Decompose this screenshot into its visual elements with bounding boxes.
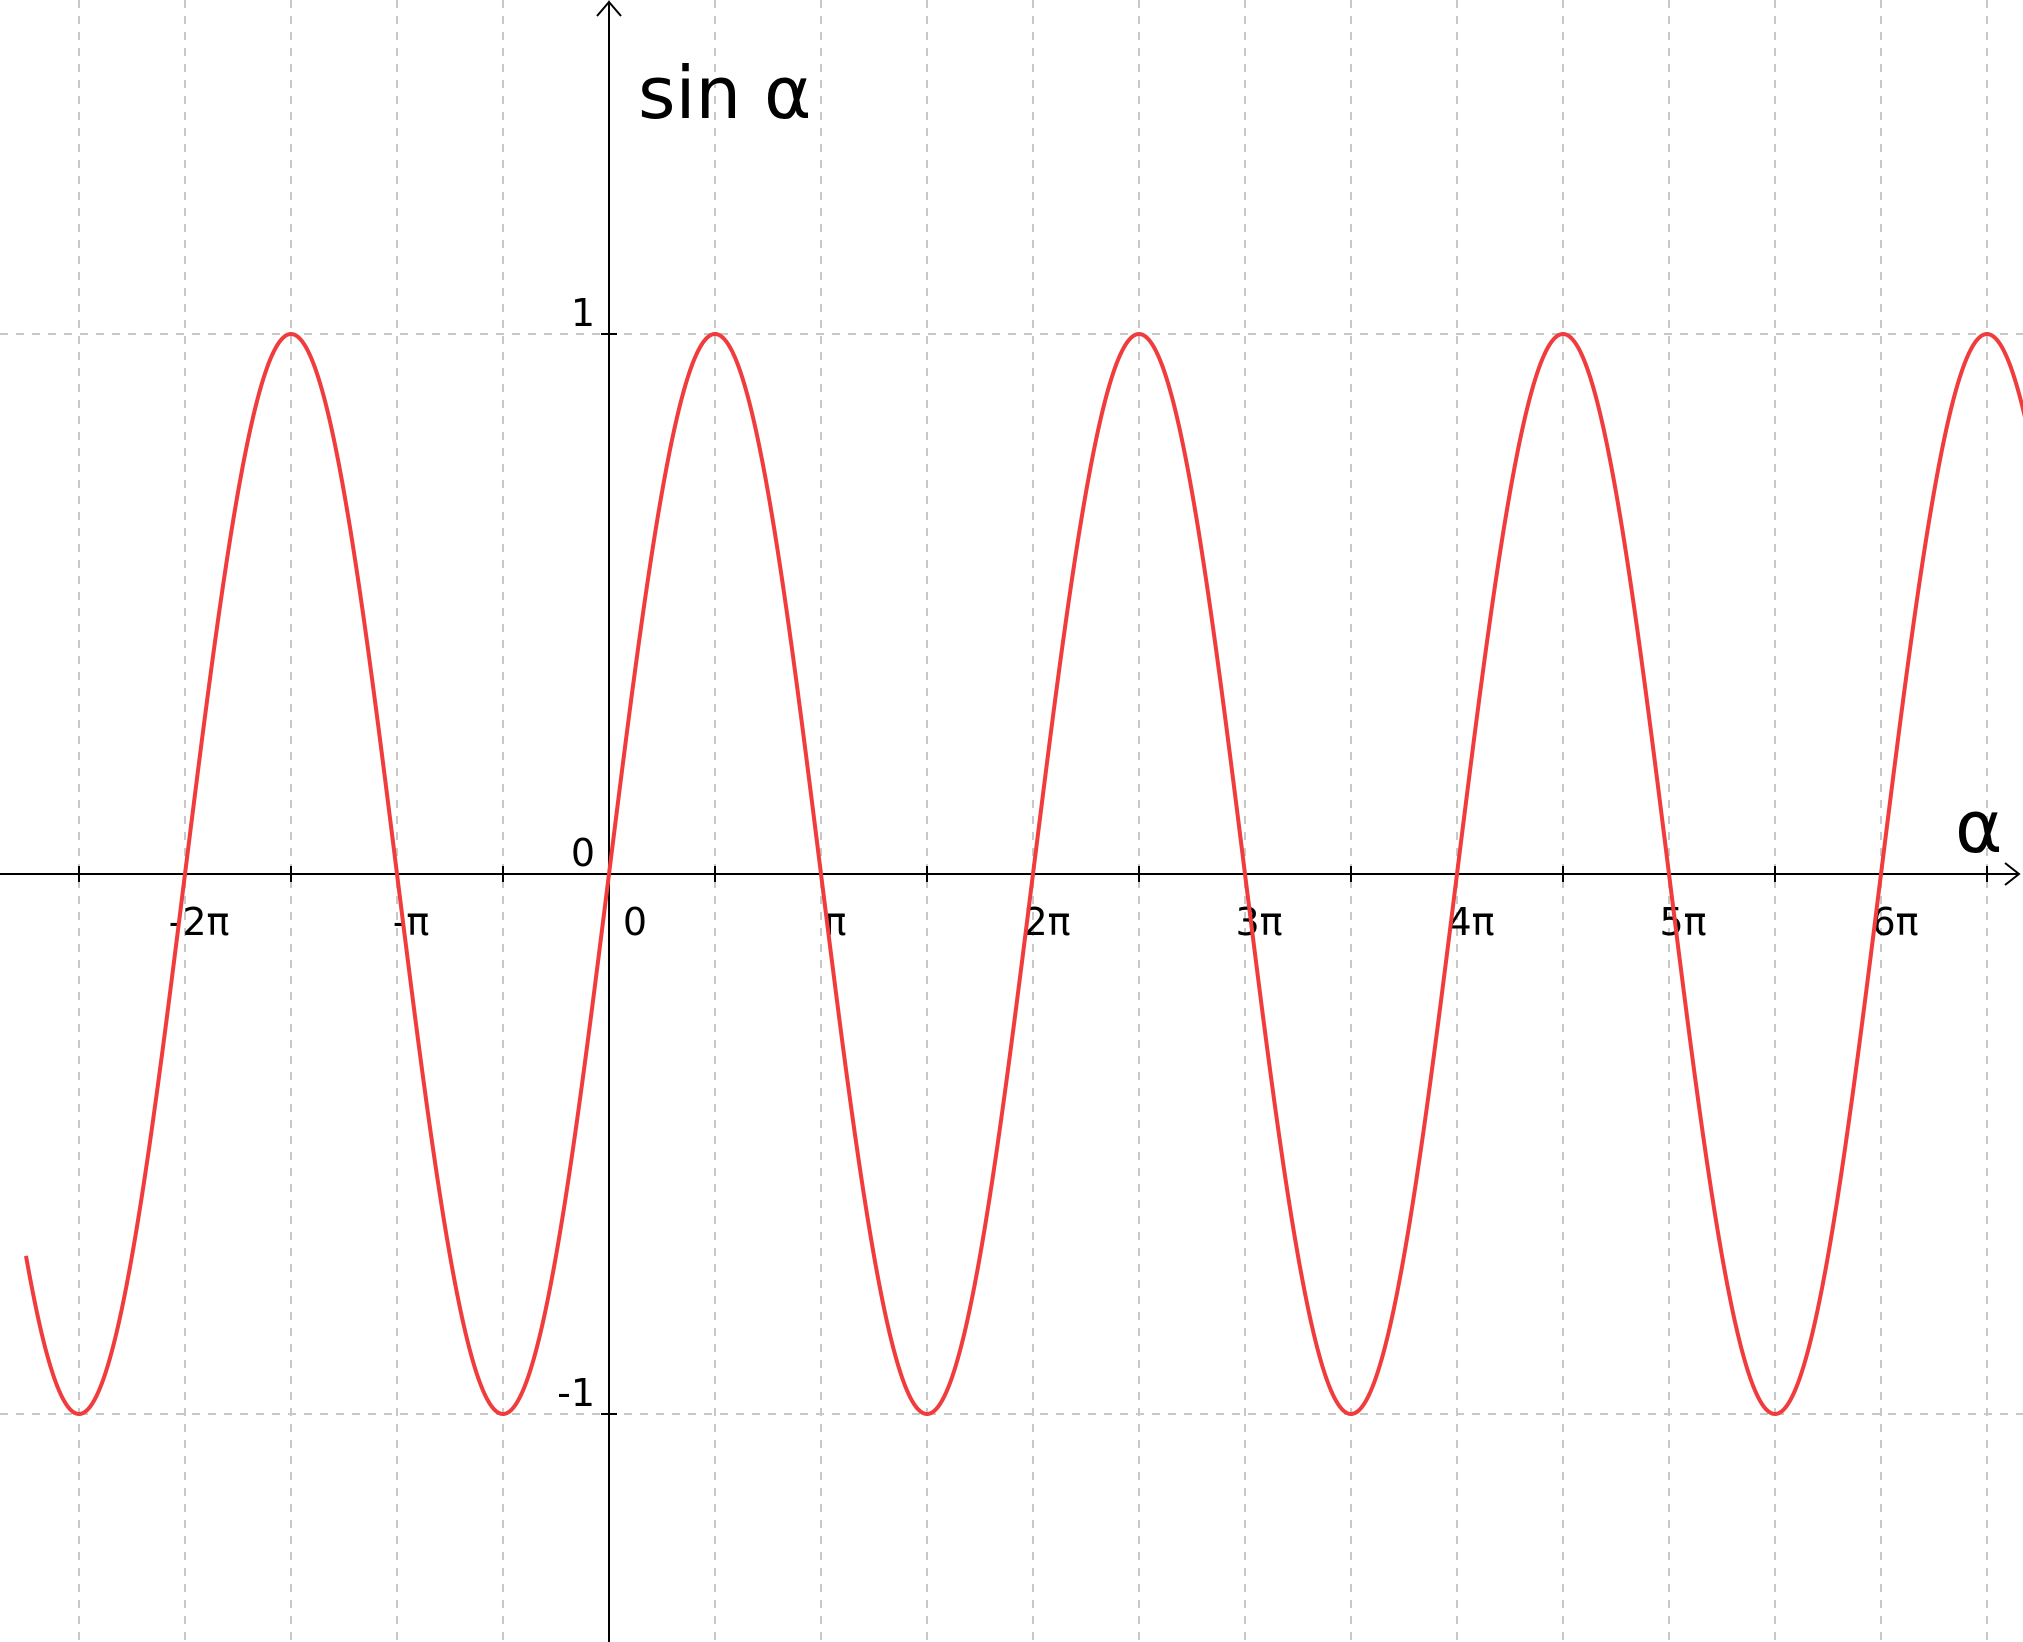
x-tick-label: 6π [1871,900,1918,944]
y-tick-label: 0 [571,831,595,875]
y-tick-label: -1 [557,1371,595,1415]
x-axis-arrow [2004,862,2021,886]
y-tick-label: 1 [571,291,595,335]
x-tick-label: 5π [1659,900,1706,944]
x-tick-label: 3π [1235,900,1282,944]
x-tick-label: -π [393,900,430,944]
x-axis-title: α [1955,785,2002,869]
x-tick-label: 2π [1023,900,1070,944]
x-tick-label: 0 [623,900,647,944]
y-axis-title: sin α [638,51,812,135]
y-axis-arrow [596,0,622,17]
curves [24,332,2023,1416]
sine-curve [24,332,2023,1416]
x-tick-label: 4π [1447,900,1494,944]
